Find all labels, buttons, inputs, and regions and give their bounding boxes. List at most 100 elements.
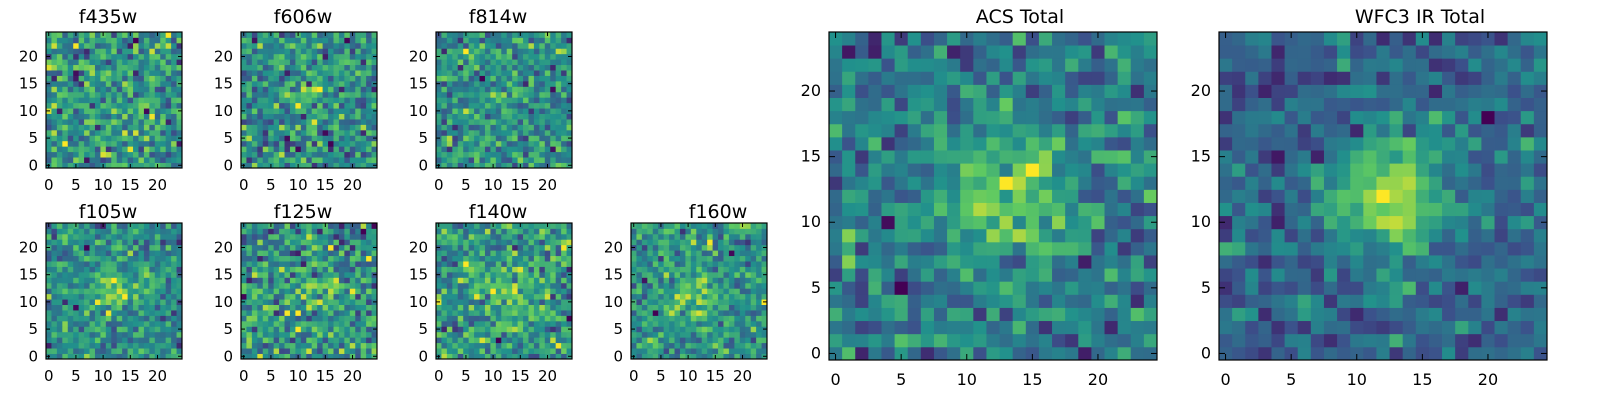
heatmap-cell <box>279 255 285 262</box>
heatmap-cell <box>501 326 508 333</box>
heatmap-cell <box>295 59 302 66</box>
heatmap-cell <box>550 223 557 229</box>
heatmap-cell <box>533 228 540 235</box>
heatmap-cell <box>160 244 167 251</box>
heatmap-cell <box>636 255 643 262</box>
heatmap-cell <box>165 342 172 349</box>
heatmap-cell <box>84 233 90 240</box>
heatmap-cell <box>490 102 497 109</box>
heatmap-cell <box>251 146 258 153</box>
heatmap-cell <box>160 310 167 316</box>
heatmap-cell <box>441 124 448 131</box>
heatmap-cell <box>51 80 58 87</box>
heatmap-cell <box>111 282 118 289</box>
heatmap-cell <box>241 288 247 295</box>
heatmap-cell <box>273 42 280 49</box>
heatmap-cell <box>62 337 69 344</box>
heatmap-cell <box>641 315 648 322</box>
y-tick-label: 5 <box>418 320 428 338</box>
heatmap-cell <box>51 320 58 327</box>
heatmap-cell <box>920 294 935 308</box>
heatmap-cell <box>300 315 307 322</box>
heatmap-cell <box>366 266 372 273</box>
heatmap-cell <box>84 59 90 66</box>
heatmap-cell <box>544 108 551 114</box>
heatmap-cell <box>1104 268 1119 282</box>
heatmap-cell <box>533 108 540 114</box>
heatmap-cell <box>105 53 112 60</box>
heatmap-cell <box>474 70 480 76</box>
heatmap-cell <box>67 315 74 322</box>
heatmap-cell <box>446 239 453 246</box>
heatmap-cell <box>143 119 150 125</box>
heatmap-cell <box>533 271 540 278</box>
heatmap-cell <box>133 102 139 109</box>
heatmap-cell <box>133 70 139 76</box>
heatmap-cell <box>116 42 123 49</box>
heatmap-cell <box>1130 333 1145 348</box>
heatmap-cell <box>51 233 58 240</box>
heatmap-cell <box>257 255 264 262</box>
heatmap-cell <box>46 48 52 55</box>
heatmap-cell <box>262 315 269 322</box>
heatmap-cell <box>67 282 74 289</box>
heatmap-cell <box>550 140 557 147</box>
heatmap-cell <box>446 326 453 333</box>
heatmap-cell <box>176 151 183 158</box>
heatmap-cell <box>474 255 480 262</box>
heatmap-cell <box>300 223 307 229</box>
y-tick-label: 0 <box>28 347 38 365</box>
heatmap-cell <box>523 250 529 257</box>
heatmap-cell <box>366 146 372 153</box>
heatmap-cell <box>111 53 118 60</box>
heatmap-cell <box>484 162 491 169</box>
heatmap-cell <box>452 310 459 316</box>
heatmap-cell <box>279 119 285 125</box>
heatmap-cell <box>273 113 280 120</box>
heatmap-cell <box>501 140 508 147</box>
heatmap-cell <box>73 233 80 240</box>
heatmap-cell <box>446 282 453 289</box>
heatmap-cell <box>881 163 895 177</box>
heatmap-cell <box>739 315 746 322</box>
heatmap-cell <box>328 48 334 55</box>
heatmap-cell <box>295 342 302 349</box>
heatmap-cell <box>555 162 562 169</box>
heatmap-cell <box>268 326 275 333</box>
heatmap-cell <box>78 53 85 60</box>
heatmap-cell <box>647 282 654 289</box>
heatmap-cell <box>328 266 334 273</box>
heatmap-cell <box>436 157 442 163</box>
heatmap-cell <box>322 299 329 305</box>
heatmap-cell <box>116 108 123 114</box>
heatmap-cell <box>322 102 329 109</box>
heatmap-cell <box>750 299 757 305</box>
heatmap-cell <box>46 157 52 163</box>
heatmap-cell <box>734 250 741 257</box>
heatmap-cell <box>674 342 681 349</box>
heatmap-cell <box>501 304 508 311</box>
heatmap-cell <box>306 59 313 66</box>
heatmap-cell <box>111 70 118 76</box>
heatmap-cell <box>241 261 247 267</box>
heatmap-cell <box>452 124 459 131</box>
heatmap-cell <box>723 304 730 311</box>
heatmap-cell <box>1104 281 1119 295</box>
heatmap-cell <box>468 70 475 76</box>
heatmap-cell <box>745 223 752 229</box>
heatmap-cell <box>690 348 697 354</box>
heatmap-cell <box>317 53 323 60</box>
heatmap-cell <box>855 176 869 190</box>
heatmap-cell <box>506 146 513 153</box>
heatmap-cell <box>1052 176 1066 190</box>
heatmap-cell <box>360 293 367 300</box>
heatmap-cell <box>371 97 378 104</box>
heatmap-cell <box>246 228 253 235</box>
heatmap-cell <box>490 53 497 60</box>
heatmap-cell <box>138 342 145 349</box>
heatmap-cell <box>116 162 123 169</box>
heatmap-cell <box>647 320 654 327</box>
heatmap-cell <box>289 282 296 289</box>
